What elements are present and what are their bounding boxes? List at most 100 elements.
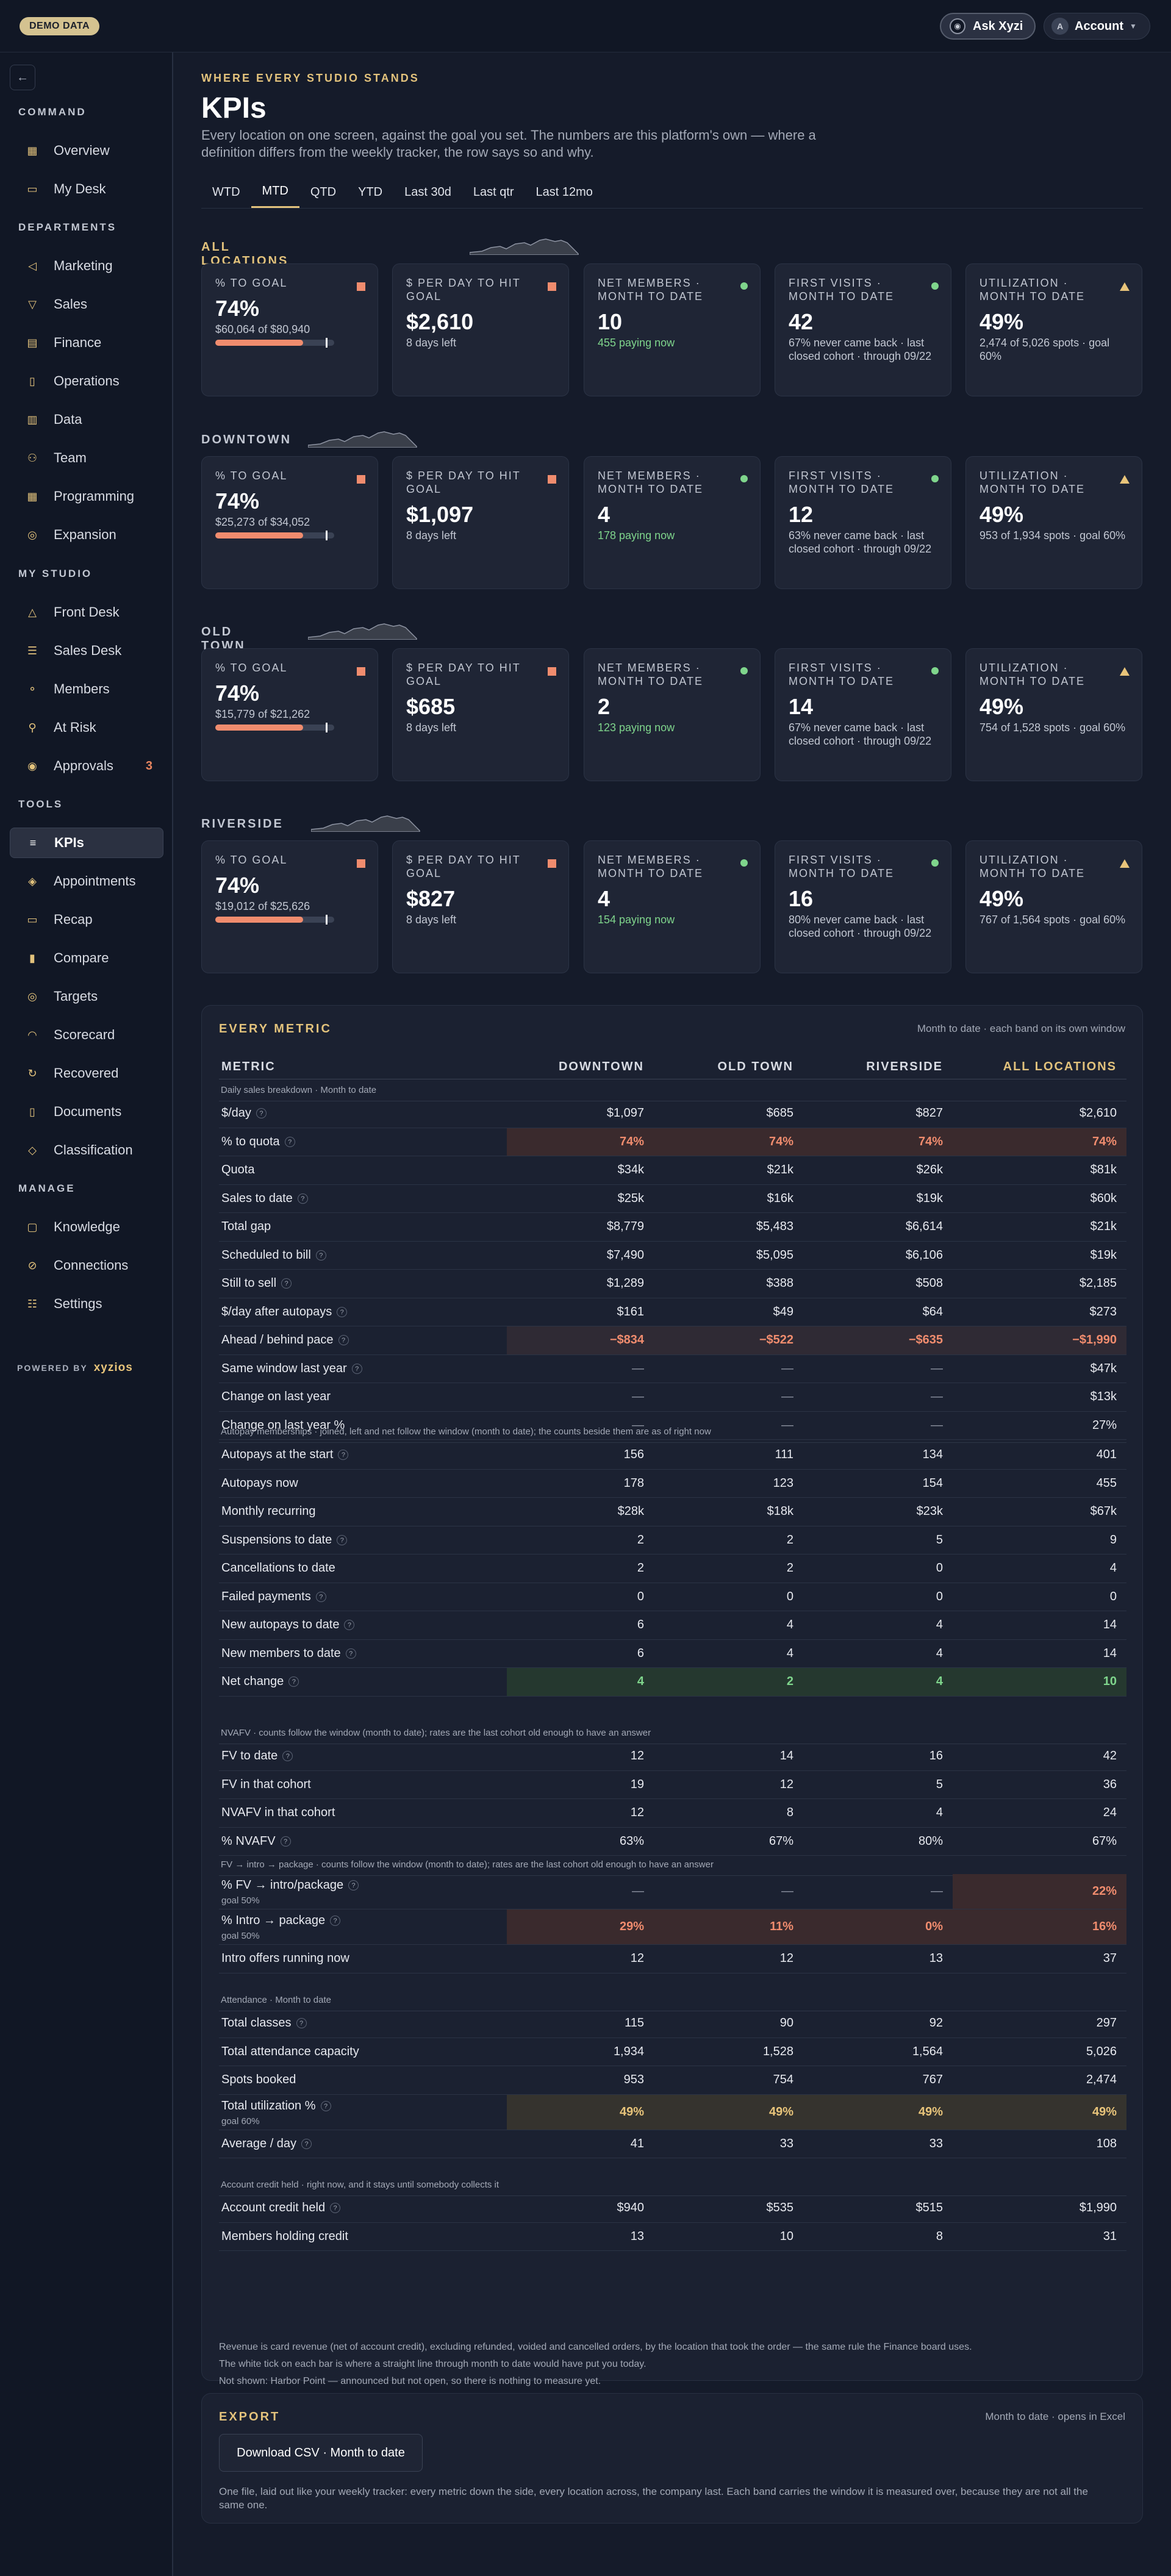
help-icon[interactable]: ? (351, 1363, 362, 1374)
metric-value: $7,490 (606, 1248, 644, 1262)
metric-value: 1,528 (762, 2044, 793, 2058)
metric-value: $6,614 (905, 1220, 943, 1233)
metric-row: Intro offers running now 12 12 13 37 (219, 1945, 1126, 1973)
kpi-card--per-day-to-hit-goal[interactable]: $ PER DAY TO HIT GOAL $685 8 days left (392, 648, 569, 781)
metric-value: 0 (786, 1589, 793, 1603)
sidebar-item-recap[interactable]: ▭ Recap (10, 904, 163, 935)
help-icon[interactable]: ? (338, 1450, 349, 1461)
kpi-card--per-day-to-hit-goal[interactable]: $ PER DAY TO HIT GOAL $827 8 days left (392, 840, 569, 973)
sidebar-item-settings[interactable]: ☷ Settings (10, 1289, 163, 1319)
help-icon[interactable]: ? (301, 2138, 312, 2149)
sidebar-item-scorecard[interactable]: ◠ Scorecard (10, 1020, 163, 1050)
sidebar-item-sales[interactable]: ▽ Sales (10, 289, 163, 320)
kpi-card--to-goal[interactable]: % TO GOAL 74% $15,779 of $21,262 (201, 648, 378, 781)
kpi-label: NET MEMBERS · MONTH TO DATE (598, 470, 704, 495)
sidebar-item-sales-desk[interactable]: ☰ Sales Desk (10, 635, 163, 666)
help-icon[interactable]: ? (281, 1278, 292, 1289)
kpi-card-first-visits-month-to-date[interactable]: FIRST VISITS · MONTH TO DATE 14 67% never … (775, 648, 951, 781)
help-icon[interactable]: ? (282, 1751, 293, 1762)
kpi-card-utilization-month-to-date[interactable]: UTILIZATION · MONTH TO DATE 49% 754 of 1,5… (965, 648, 1142, 781)
tab-last-12mo[interactable]: Last 12mo (535, 185, 593, 199)
kpi-card-net-members-month-to-date[interactable]: NET MEMBERS · MONTH TO DATE 10 455 paying … (584, 263, 761, 396)
help-icon[interactable]: ? (330, 2203, 341, 2214)
sidebar-item-programming[interactable]: ▦ Programming (10, 481, 163, 512)
sidebar-item-operations[interactable]: ▯ Operations (10, 366, 163, 396)
kpi-card--to-goal[interactable]: % TO GOAL 74% $19,012 of $25,626 (201, 840, 378, 973)
tab-wtd[interactable]: WTD (212, 185, 240, 199)
ask-xyzi-button[interactable]: ◉ Ask Xyzi (940, 13, 1036, 40)
kpi-card-utilization-month-to-date[interactable]: UTILIZATION · MONTH TO DATE 49% 2,474 of 5… (965, 263, 1142, 396)
list-icon: ☰ (27, 644, 38, 657)
tab-qtd[interactable]: QTD (310, 185, 337, 199)
kpi-card-net-members-month-to-date[interactable]: NET MEMBERS · MONTH TO DATE 4 178 paying n… (584, 456, 761, 589)
help-icon[interactable]: ? (297, 1193, 308, 1204)
help-icon[interactable]: ? (337, 1534, 348, 1545)
metric-value: 14 (1103, 1618, 1117, 1631)
sidebar-item-kpis[interactable]: ≡ KPIs (10, 828, 163, 858)
sidebar-item-data[interactable]: ▥ Data (10, 404, 163, 435)
sidebar-item-label: Settings (54, 1296, 102, 1311)
kpi-card--per-day-to-hit-goal[interactable]: $ PER DAY TO HIT GOAL $2,610 8 days left (392, 263, 569, 396)
sidebar-item-front-desk[interactable]: △ Front Desk (10, 597, 163, 628)
tab-ytd[interactable]: YTD (358, 185, 383, 199)
help-icon[interactable]: ? (337, 1306, 348, 1317)
sidebar-item-appointments[interactable]: ◈ Appointments (10, 866, 163, 896)
kpi-card-net-members-month-to-date[interactable]: NET MEMBERS · MONTH TO DATE 4 154 paying n… (584, 840, 761, 973)
help-icon[interactable]: ? (345, 1648, 356, 1659)
kpi-card-net-members-month-to-date[interactable]: NET MEMBERS · MONTH TO DATE 2 123 paying n… (584, 648, 761, 781)
help-icon[interactable]: ? (280, 1836, 291, 1847)
sidebar-item-team[interactable]: ⚇ Team (10, 443, 163, 473)
help-icon[interactable]: ? (320, 2100, 331, 2111)
goal-progress-bar (215, 915, 334, 925)
metric-label: % NVAFV? (221, 1834, 291, 1848)
kpi-card-utilization-month-to-date[interactable]: UTILIZATION · MONTH TO DATE 49% 953 of 1,9… (965, 456, 1142, 589)
download-csv-button[interactable]: Download CSV · Month to date (219, 2434, 423, 2472)
help-icon[interactable]: ? (330, 1916, 341, 1927)
metric-value: 8 (936, 2229, 943, 2243)
metric-label: New members to date? (221, 1647, 356, 1661)
metric-goal: goal 50% (221, 1931, 260, 1941)
sidebar-item-recovered[interactable]: ↻ Recovered (10, 1058, 163, 1089)
help-icon[interactable]: ? (315, 1591, 326, 1602)
tab-last-30d[interactable]: Last 30d (404, 185, 451, 199)
sidebar-item-marketing[interactable]: ◁ Marketing (10, 251, 163, 281)
metric-label: $/day after autopays? (221, 1305, 348, 1319)
kpi-card-first-visits-month-to-date[interactable]: FIRST VISITS · MONTH TO DATE 42 67% never … (775, 263, 951, 396)
sidebar-item-connections[interactable]: ⊘ Connections (10, 1250, 163, 1281)
kpi-card--to-goal[interactable]: % TO GOAL 74% $25,273 of $34,052 (201, 456, 378, 589)
kpi-card--per-day-to-hit-goal[interactable]: $ PER DAY TO HIT GOAL $1,097 8 days left (392, 456, 569, 589)
kpi-card-first-visits-month-to-date[interactable]: FIRST VISITS · MONTH TO DATE 16 80% never … (775, 840, 951, 973)
help-icon[interactable]: ? (284, 1136, 295, 1147)
status-indicator-icon (548, 282, 556, 291)
back-button[interactable]: ← (10, 65, 35, 90)
compass-icon: ◎ (27, 528, 37, 541)
help-icon[interactable]: ? (296, 2018, 307, 2029)
sidebar-item-knowledge[interactable]: ▢ Knowledge (10, 1212, 163, 1242)
sidebar-item-compare[interactable]: ▮ Compare (10, 943, 163, 973)
sidebar-item-documents[interactable]: ▯ Documents (10, 1097, 163, 1127)
sidebar-item-at-risk[interactable]: ⚲ At Risk (10, 712, 163, 743)
help-icon[interactable]: ? (288, 1676, 299, 1687)
sidebar-item-targets[interactable]: ◎ Targets (10, 981, 163, 1012)
help-icon[interactable]: ? (338, 1335, 349, 1346)
help-icon[interactable]: ? (344, 1620, 355, 1631)
help-icon[interactable]: ? (315, 1250, 326, 1261)
sidebar-item-expansion[interactable]: ◎ Expansion (10, 520, 163, 550)
tab-mtd[interactable]: MTD (251, 176, 299, 208)
tab-last-qtr[interactable]: Last qtr (473, 185, 514, 199)
kpi-card-utilization-month-to-date[interactable]: UTILIZATION · MONTH TO DATE 49% 767 of 1,5… (965, 840, 1142, 973)
sidebar-item-my-desk[interactable]: ▭ My Desk (10, 174, 163, 204)
account-menu-button[interactable]: A Account ▼ (1044, 13, 1150, 40)
metric-value: 123 (773, 1476, 793, 1490)
status-indicator-icon (740, 667, 748, 674)
sidebar-item-finance[interactable]: ▤ Finance (10, 327, 163, 358)
help-icon[interactable]: ? (348, 1880, 359, 1891)
kpi-card-first-visits-month-to-date[interactable]: FIRST VISITS · MONTH TO DATE 12 63% never … (775, 456, 951, 589)
help-icon[interactable]: ? (256, 1108, 267, 1119)
sidebar-item-approvals[interactable]: ◉ Approvals 3 (10, 751, 163, 781)
goal-progress-bar (215, 338, 334, 348)
sidebar-item-members[interactable]: ⚬ Members (10, 674, 163, 704)
sidebar-item-overview[interactable]: ▦ Overview (10, 135, 163, 166)
sidebar-item-classification[interactable]: ◇ Classification (10, 1135, 163, 1165)
kpi-card--to-goal[interactable]: % TO GOAL 74% $60,064 of $80,940 (201, 263, 378, 396)
